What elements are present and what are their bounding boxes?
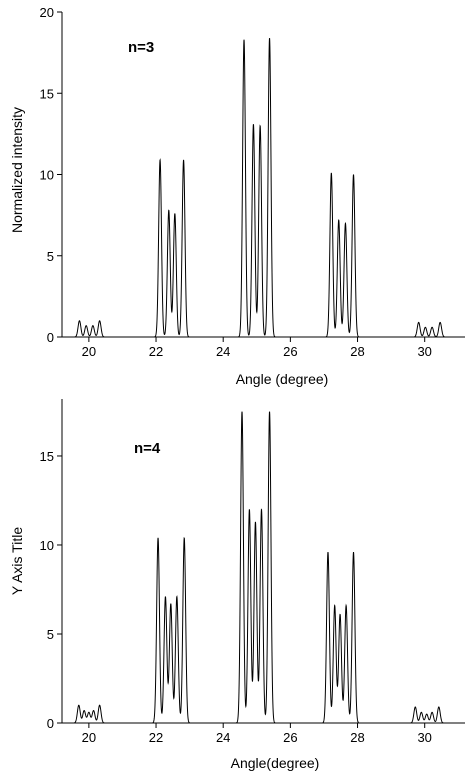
panel-bottom-y-tick-label: 0 — [47, 716, 54, 731]
panel-top-x-tick-label: 30 — [417, 344, 431, 359]
panel-top-trace — [70, 38, 457, 338]
panel-bottom-y-tick-label: 15 — [40, 449, 54, 464]
panel-bottom-x-tick-label: 30 — [417, 730, 431, 745]
panel-bottom-y-ticks: 0 5 10 15 — [40, 449, 62, 731]
panel-top-x-tick-label: 26 — [283, 344, 297, 359]
panel-top-y-tick-label: 10 — [40, 168, 54, 183]
panel-bottom-y-axis-title: Y Axis Title — [9, 527, 25, 595]
panel-top-x-tick-label: 22 — [149, 344, 163, 359]
panel-bottom-x-ticks: 20 22 24 26 28 30 — [82, 723, 432, 745]
panel-top-x-tick-label: 24 — [216, 344, 230, 359]
panel-top-x-tick-label: 28 — [350, 344, 364, 359]
panel-bottom-x-tick-label: 20 — [82, 730, 96, 745]
panel-bottom-annotation: n=4 — [134, 440, 161, 457]
panel-top-x-ticks: 20 22 24 26 28 30 — [82, 337, 432, 359]
panel-top-x-axis-title: Angle (degree) — [236, 371, 329, 387]
panel-bottom-y-tick-label: 5 — [47, 627, 54, 642]
panel-bottom-x-tick-label: 24 — [216, 730, 230, 745]
panel-top-y-ticks: 0 5 10 15 20 — [40, 5, 62, 345]
panel-top-y-tick-label: 0 — [47, 330, 54, 345]
panel-bottom: 20 22 24 26 28 30 0 5 10 15 n=4 Angle(degree) Y … — [9, 399, 465, 771]
panel-bottom-x-axis-title: Angle(degree) — [231, 755, 320, 771]
panel-top-x-tick-label: 20 — [82, 344, 96, 359]
panel-top-y-axis-title: Normalized intensity — [9, 107, 25, 233]
panel-bottom-x-tick-label: 22 — [149, 730, 163, 745]
panel-bottom-x-tick-label: 28 — [350, 730, 364, 745]
panel-top-y-tick-label: 15 — [40, 86, 54, 101]
panel-top: 20 22 24 26 28 30 0 5 10 15 20 n=3 Angle (degree)… — [9, 5, 465, 387]
panel-top-annotation: n=3 — [128, 39, 154, 56]
panel-top-y-tick-label: 20 — [40, 5, 54, 20]
panel-bottom-y-tick-label: 10 — [40, 538, 54, 553]
panel-bottom-x-tick-label: 26 — [283, 730, 297, 745]
panel-top-y-tick-label: 5 — [47, 249, 54, 264]
panel-bottom-trace — [70, 411, 457, 724]
